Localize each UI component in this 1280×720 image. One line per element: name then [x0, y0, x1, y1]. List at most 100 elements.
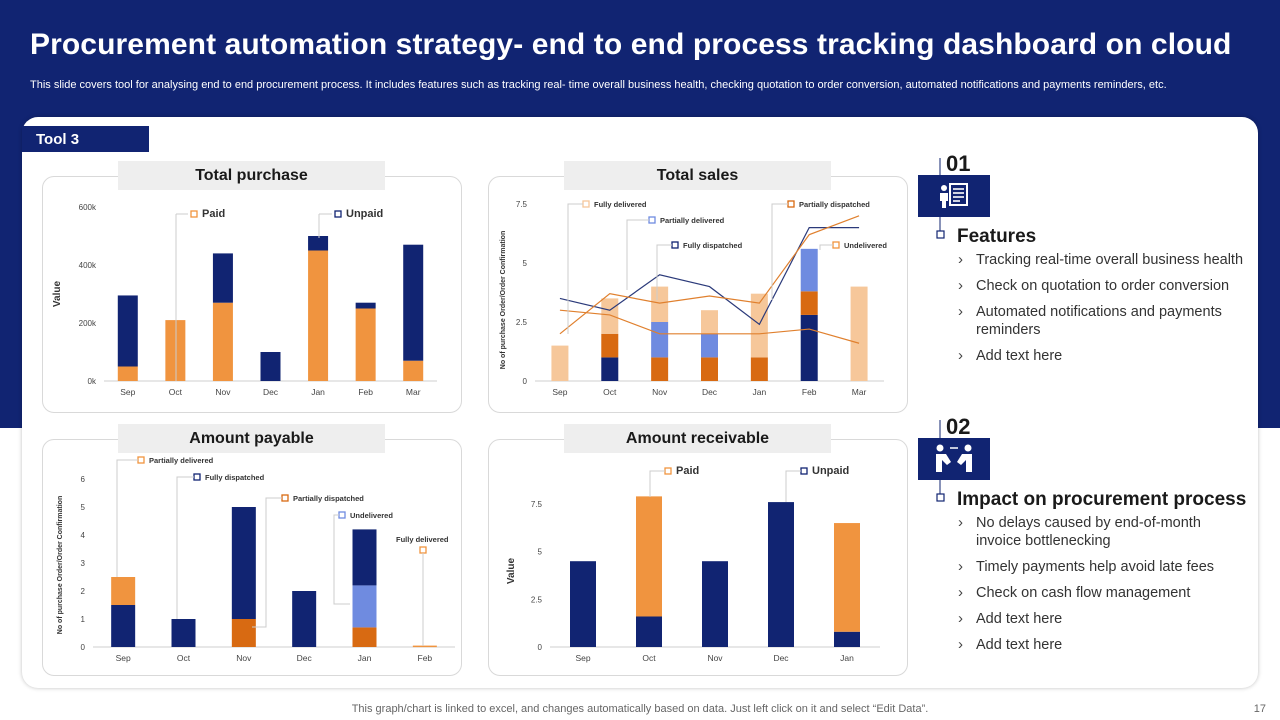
y-tick-label: 5: [81, 503, 86, 512]
bar-unpaid: [570, 561, 596, 647]
bar-fully-delivered: [701, 310, 718, 334]
x-tick-label: Sep: [552, 387, 567, 397]
legend-fully-delivered-label: Fully delivered: [396, 535, 449, 544]
y-tick-label: 7.5: [516, 200, 528, 209]
legend-paid-marker: [664, 467, 672, 475]
bar-paid: [403, 360, 424, 381]
legend-undelivered-marker: [832, 241, 840, 249]
bar-partially-dispatched: [601, 333, 619, 358]
bar-paid: [165, 320, 186, 381]
legend-fully-dispatched-marker: [671, 241, 679, 249]
x-tick-label: Sep: [116, 653, 131, 663]
x-tick-label: Feb: [802, 387, 817, 397]
chart-title: Total purchase: [118, 161, 385, 190]
impact-list: No delays caused by end-of-month invoice…: [956, 514, 1246, 662]
y-axis-label: No of purchase Order/Order Confirmation: [500, 231, 507, 369]
y-axis-label: Value: [506, 558, 517, 585]
bar-paid: [834, 523, 860, 632]
impact-icon-box: [918, 438, 990, 480]
legend-leader: [785, 470, 801, 502]
y-tick-label: 3: [81, 559, 86, 568]
y-tick-label: 200k: [79, 319, 97, 328]
page-subtitle: This slide covers tool for analysing end…: [30, 79, 1167, 91]
x-tick-label: Dec: [263, 387, 279, 397]
bar-fully-delivered: [412, 645, 437, 648]
legend-paid-label: Paid: [676, 465, 699, 477]
x-tick-label: Jan: [358, 653, 372, 663]
bar-fully-dispatched: [292, 591, 317, 647]
x-tick-label: Mar: [406, 387, 421, 397]
list-item: Automated notifications and payments rem…: [956, 303, 1246, 339]
bar-partially-delivered: [651, 322, 669, 358]
y-axis-label: Value: [52, 281, 63, 308]
legend-leader: [656, 244, 672, 300]
bar-unpaid: [403, 244, 424, 361]
legend-leader: [333, 514, 350, 605]
bar-fully-delivered: [601, 298, 619, 334]
bar-partially-dispatched: [800, 291, 818, 315]
y-tick-label: 400k: [79, 261, 97, 270]
y-tick-label: 1: [81, 615, 86, 624]
bar-partially-delivered: [701, 333, 718, 358]
tool-label: Tool 3: [22, 126, 149, 152]
handshake-icon: [936, 444, 972, 472]
line-fully-delivered: [559, 309, 860, 344]
legend-partially-dispatched-label: Partially dispatched: [293, 494, 364, 503]
legend-undelivered-marker: [338, 511, 346, 519]
bar-fully-dispatched: [171, 619, 196, 647]
x-tick-label: Mar: [852, 387, 867, 397]
list-item: Timely payments help avoid late fees: [956, 558, 1246, 576]
bar-fully-delivered: [750, 293, 768, 358]
y-axis-label: No of purchase Order/Order Confirmation: [57, 496, 64, 634]
features-number: 01: [946, 151, 971, 176]
legend-fully-dispatched-label: Fully dispatched: [683, 241, 743, 250]
features-title: Features: [957, 226, 1037, 247]
line-undelivered: [559, 215, 860, 335]
bar-unpaid: [355, 302, 376, 309]
legend-partially-dispatched-label: Partially dispatched: [799, 200, 870, 209]
list-item: No delays caused by end-of-month invoice…: [956, 514, 1246, 550]
bar-partially-dispatched: [651, 357, 669, 381]
y-tick-label: 2: [81, 587, 86, 596]
y-tick-label: 4: [81, 531, 86, 540]
legend-leader: [626, 219, 649, 290]
x-tick-label: Oct: [642, 653, 656, 663]
bar-paid: [355, 308, 376, 381]
legend-unpaid-label: Unpaid: [346, 208, 383, 220]
legend-fully-delivered-label: Fully delivered: [594, 200, 647, 209]
y-tick-label: 0k: [88, 377, 97, 386]
bar-partially-dispatched: [352, 627, 377, 647]
x-tick-label: Sep: [575, 653, 590, 663]
x-tick-label: Dec: [297, 653, 313, 663]
chart-title: Amount receivable: [564, 424, 831, 453]
bar-unpaid-top: [352, 529, 377, 586]
bar-unpaid: [260, 352, 281, 381]
page-number: 17: [1253, 703, 1266, 715]
x-tick-label: Jan: [840, 653, 854, 663]
bar-partially-dispatched: [231, 619, 256, 647]
x-tick-label: Jan: [752, 387, 766, 397]
footer-note: This graph/chart is linked to excel, and…: [351, 703, 929, 715]
chart-title: Amount payable: [118, 424, 385, 453]
x-tick-label: Dec: [702, 387, 718, 397]
bar-fully-delivered: [850, 286, 868, 381]
legend-paid-marker: [190, 210, 198, 218]
x-tick-label: Jan: [311, 387, 325, 397]
bar-undelivered: [352, 585, 377, 628]
bar-paid: [212, 302, 233, 381]
page-title: Procurement automation strategy- end to …: [30, 28, 1232, 61]
bar-unpaid: [834, 631, 860, 647]
y-tick-label: 600k: [79, 203, 97, 212]
x-tick-label: Nov: [236, 653, 252, 663]
features-icon-box: [918, 175, 990, 217]
x-tick-label: Feb: [358, 387, 373, 397]
legend-leader: [176, 476, 194, 619]
legend-partially-delivered-label: Partially delivered: [660, 216, 725, 225]
legend-leader: [649, 470, 665, 497]
legend-fully-delivered-marker: [419, 546, 427, 554]
bar-fully-dispatched: [111, 605, 136, 647]
legend-paid-label: Paid: [202, 208, 225, 220]
legend-unpaid-label: Unpaid: [812, 465, 849, 477]
y-tick-label: 2.5: [531, 595, 543, 604]
